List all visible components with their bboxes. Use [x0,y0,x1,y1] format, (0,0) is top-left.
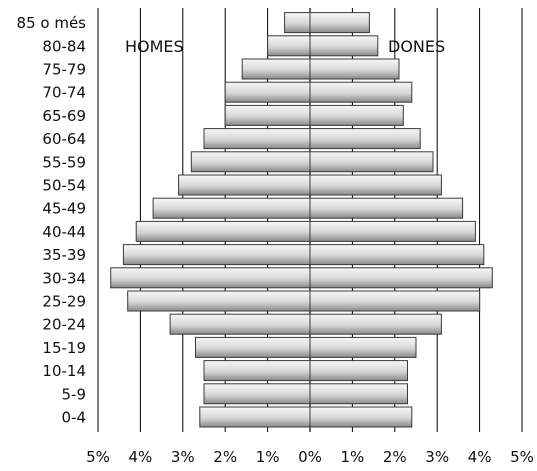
age-group-labels: 0-4 5-9 10-14 15-19 20-24 25-29 30-34 35-39 40-4… [17,14,87,426]
side-labels: HOMES DONES [125,37,445,56]
bar-dones-70-74 [309,81,413,103]
age-label: 80-84 [42,37,86,55]
bar-homes-5-9 [203,383,311,405]
bar-homes-20-24 [169,313,311,335]
bar-homes-30-34 [110,267,311,289]
x-tick-labels: 5% 4% 3% 2% 1% 0% 1% 2% 3% 4% 5% [86,448,534,466]
age-label: 70-74 [42,84,86,102]
bar-homes-10-14 [203,360,311,382]
bar-dones-10-14 [309,360,408,382]
x-tick-label: 3% [171,448,195,466]
bar-dones-40-44 [309,220,476,242]
age-label: 45-49 [42,200,86,218]
bar-homes-65-69 [224,104,311,126]
age-label: 75-79 [42,61,86,79]
age-label: 10-14 [42,362,86,380]
bar-dones-35-39 [309,244,485,266]
age-label: 55-59 [42,153,86,171]
bar-homes-80-84 [267,35,311,57]
x-tick-label: 1% [341,448,365,466]
bar-dones-0-4 [309,406,413,428]
age-label: 5-9 [62,385,87,403]
bar-dones-65-69 [309,104,404,126]
bar-dones-75-79 [309,58,400,80]
age-label: 35-39 [42,246,86,264]
x-tick-label: 5% [510,448,534,466]
bar-dones-60-64 [309,128,421,150]
x-tick-label: 5% [86,448,110,466]
bar-homes-60-64 [203,128,311,150]
age-label: 15-19 [42,339,86,357]
bar-dones-80-84 [309,35,379,57]
bar-dones-5-9 [309,383,408,405]
bar-dones-85-o-més [309,12,370,34]
x-tick-label: 4% [468,448,492,466]
bar-dones-45-49 [309,197,464,219]
bar-dones-50-54 [309,174,442,196]
age-label: 40-44 [42,223,86,241]
age-label: 50-54 [42,177,86,195]
bars [110,12,493,428]
bar-homes-35-39 [122,244,311,266]
x-tick-label: 1% [256,448,280,466]
bar-homes-45-49 [152,197,311,219]
x-tick-label: 0% [298,448,322,466]
side-label-dones: DONES [388,37,445,56]
bar-dones-55-59 [309,151,434,173]
age-label: 65-69 [42,107,86,125]
x-tick-label: 3% [425,448,449,466]
side-label-homes: HOMES [125,37,184,56]
bar-homes-25-29 [127,290,311,312]
bar-dones-30-34 [309,267,493,289]
bar-homes-55-59 [190,151,311,173]
bar-homes-15-19 [195,336,311,358]
bar-homes-50-54 [178,174,311,196]
age-label: 25-29 [42,293,86,311]
age-label: 85 o més [17,14,87,32]
bar-homes-0-4 [199,406,311,428]
bar-dones-15-19 [309,336,417,358]
bar-homes-70-74 [224,81,311,103]
age-label: 0-4 [62,409,87,427]
x-tick-label: 4% [129,448,153,466]
age-label: 20-24 [42,316,86,334]
bar-dones-25-29 [309,290,481,312]
bar-homes-85-o-més [284,12,311,34]
x-tick-label: 2% [383,448,407,466]
age-label: 60-64 [42,130,86,148]
bar-dones-20-24 [309,313,442,335]
bar-homes-40-44 [135,220,311,242]
bar-homes-75-79 [241,58,311,80]
x-tick-label: 2% [213,448,237,466]
age-label: 30-34 [42,269,86,287]
